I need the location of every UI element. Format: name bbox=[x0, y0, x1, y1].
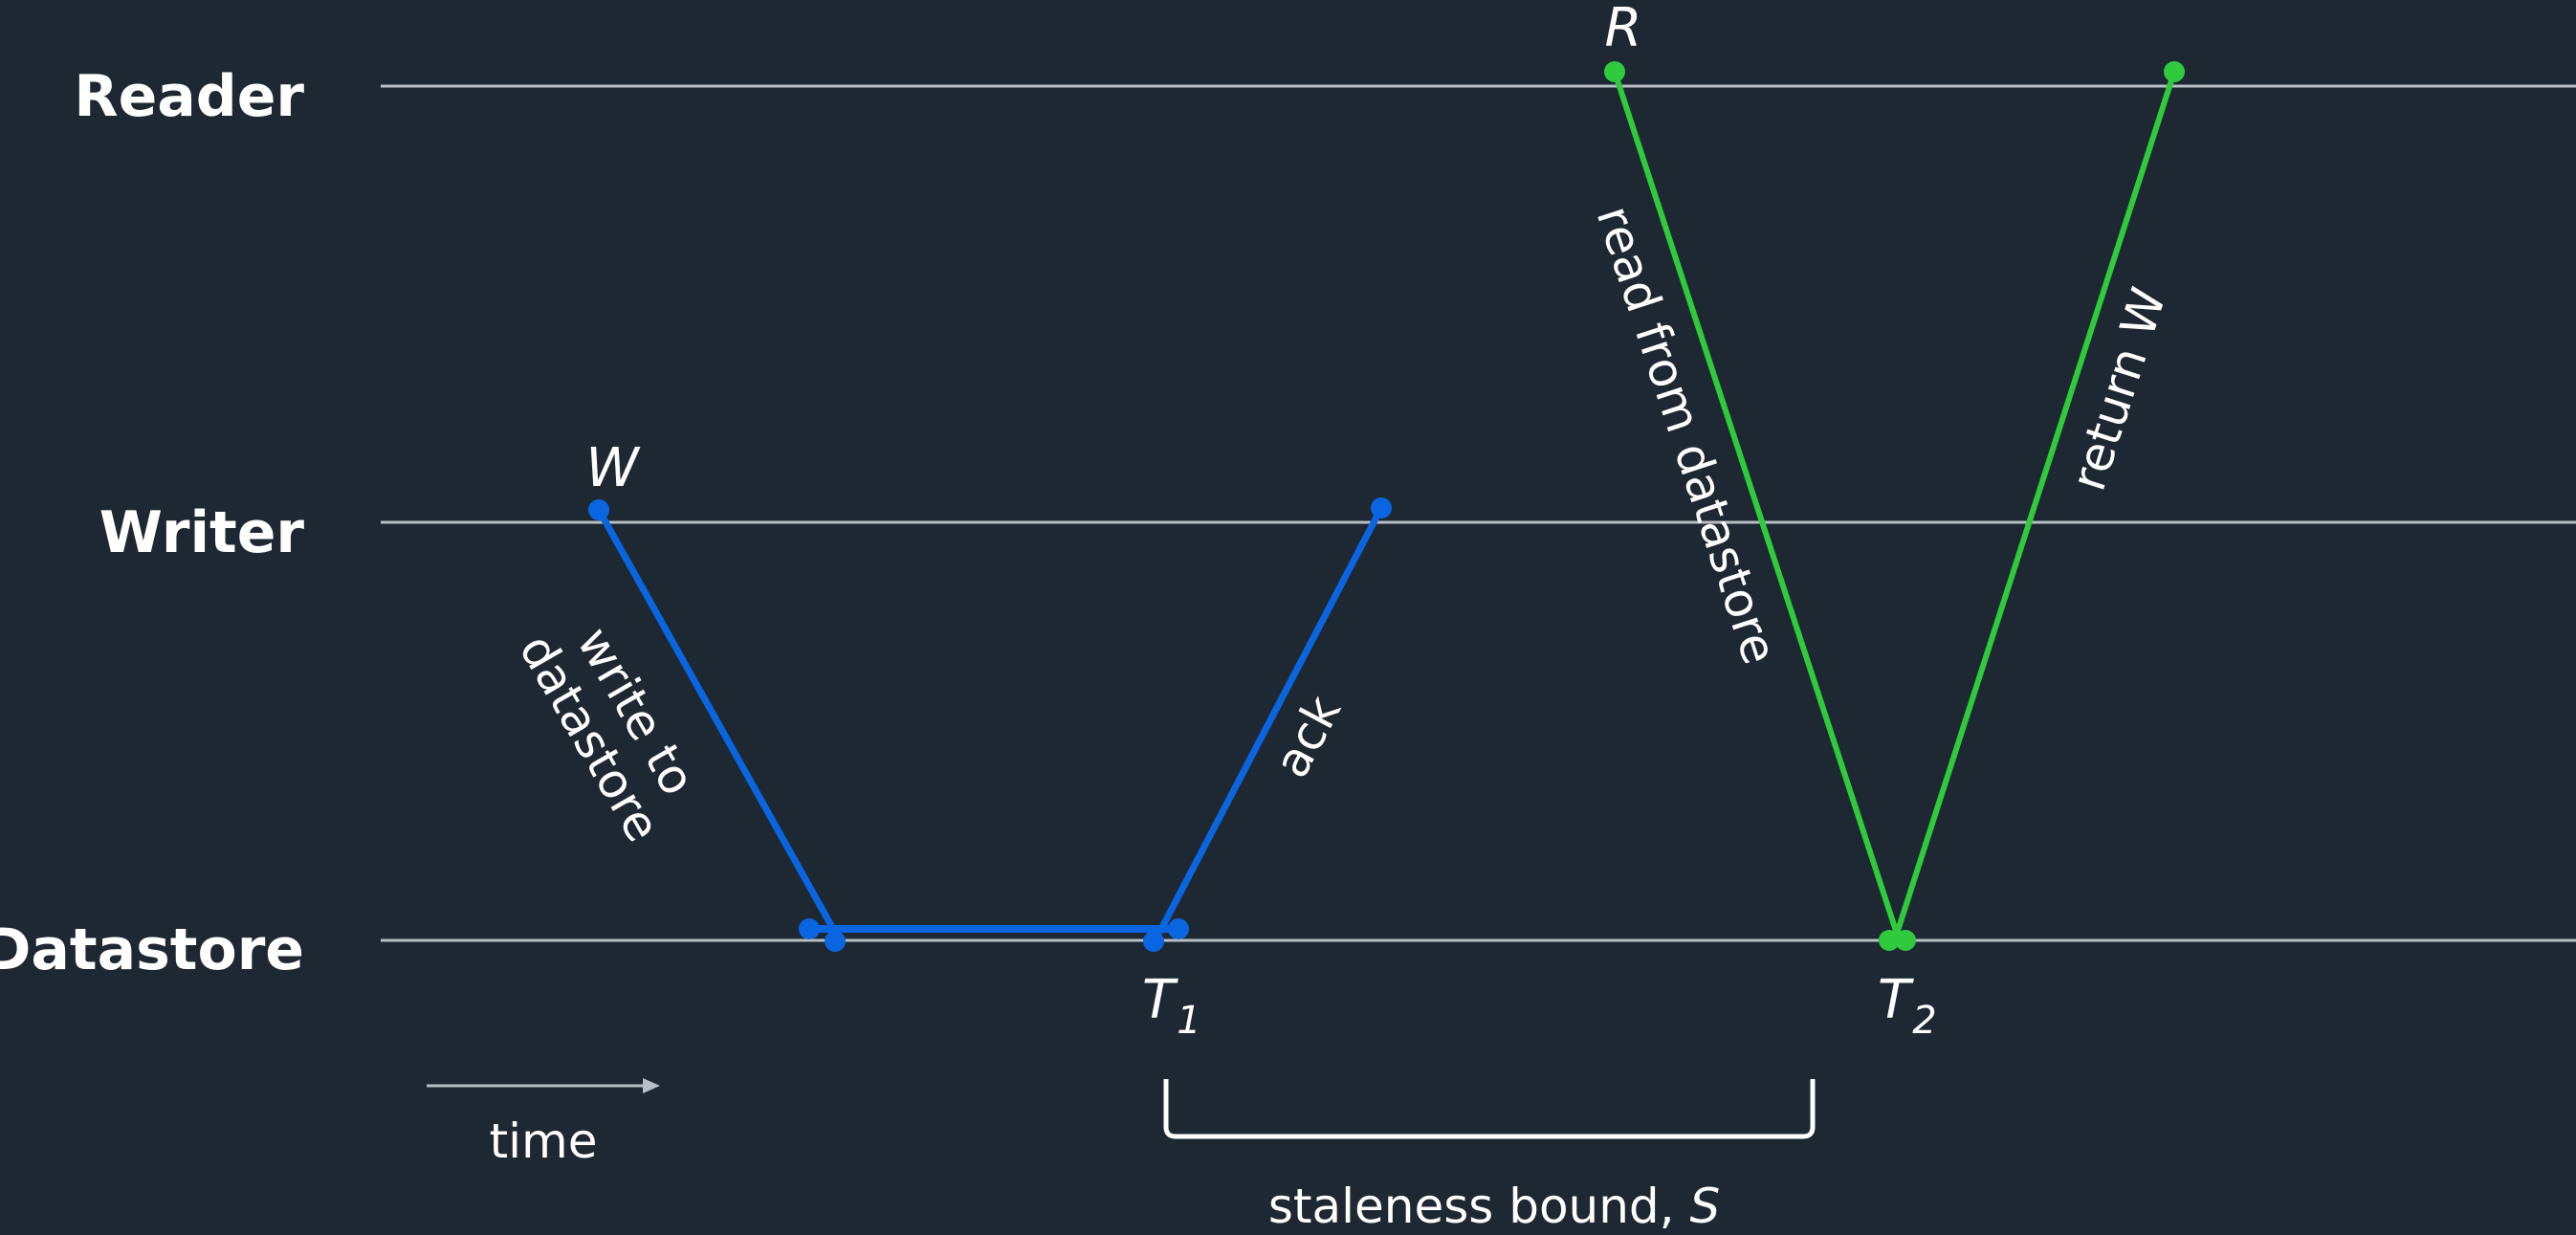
return-end-dot bbox=[2164, 61, 2185, 82]
t2-dot bbox=[1879, 930, 1900, 951]
write-edge-label: write to datastore bbox=[509, 618, 706, 851]
read-start-dot bbox=[1604, 61, 1625, 82]
w-point-label: W bbox=[585, 437, 641, 499]
t2-dot bbox=[1895, 930, 1916, 951]
read-edge-label: read from datastore bbox=[1586, 199, 1788, 671]
time-arrow-head bbox=[643, 1078, 660, 1093]
staleness-bracket bbox=[1163, 1079, 1816, 1139]
t1-dot bbox=[1168, 918, 1189, 939]
read-edge bbox=[1612, 71, 1900, 935]
write-arrive-dot bbox=[825, 931, 846, 952]
t1-point-label: T1 bbox=[1142, 969, 1201, 1043]
return-edge-label: return W bbox=[2060, 281, 2177, 497]
ack-end-dot bbox=[1371, 497, 1392, 518]
t2-point-label: T2 bbox=[1878, 969, 1937, 1043]
staleness-bound-label: staleness bound, S bbox=[1268, 1179, 1720, 1234]
write-start-dot bbox=[588, 499, 609, 520]
writer-lane-label: Writer bbox=[99, 499, 305, 566]
reader-lane-label: Reader bbox=[74, 63, 304, 130]
t1-dot bbox=[1143, 931, 1164, 952]
write-edge bbox=[595, 508, 837, 931]
write-arrive-dot bbox=[799, 918, 820, 939]
datastore-lane-label: Datastore bbox=[0, 916, 304, 983]
time-label: time bbox=[490, 1114, 598, 1169]
return-edge bbox=[1894, 71, 2177, 935]
r-point-label: R bbox=[1605, 0, 1642, 59]
ack-edge bbox=[1156, 506, 1385, 935]
